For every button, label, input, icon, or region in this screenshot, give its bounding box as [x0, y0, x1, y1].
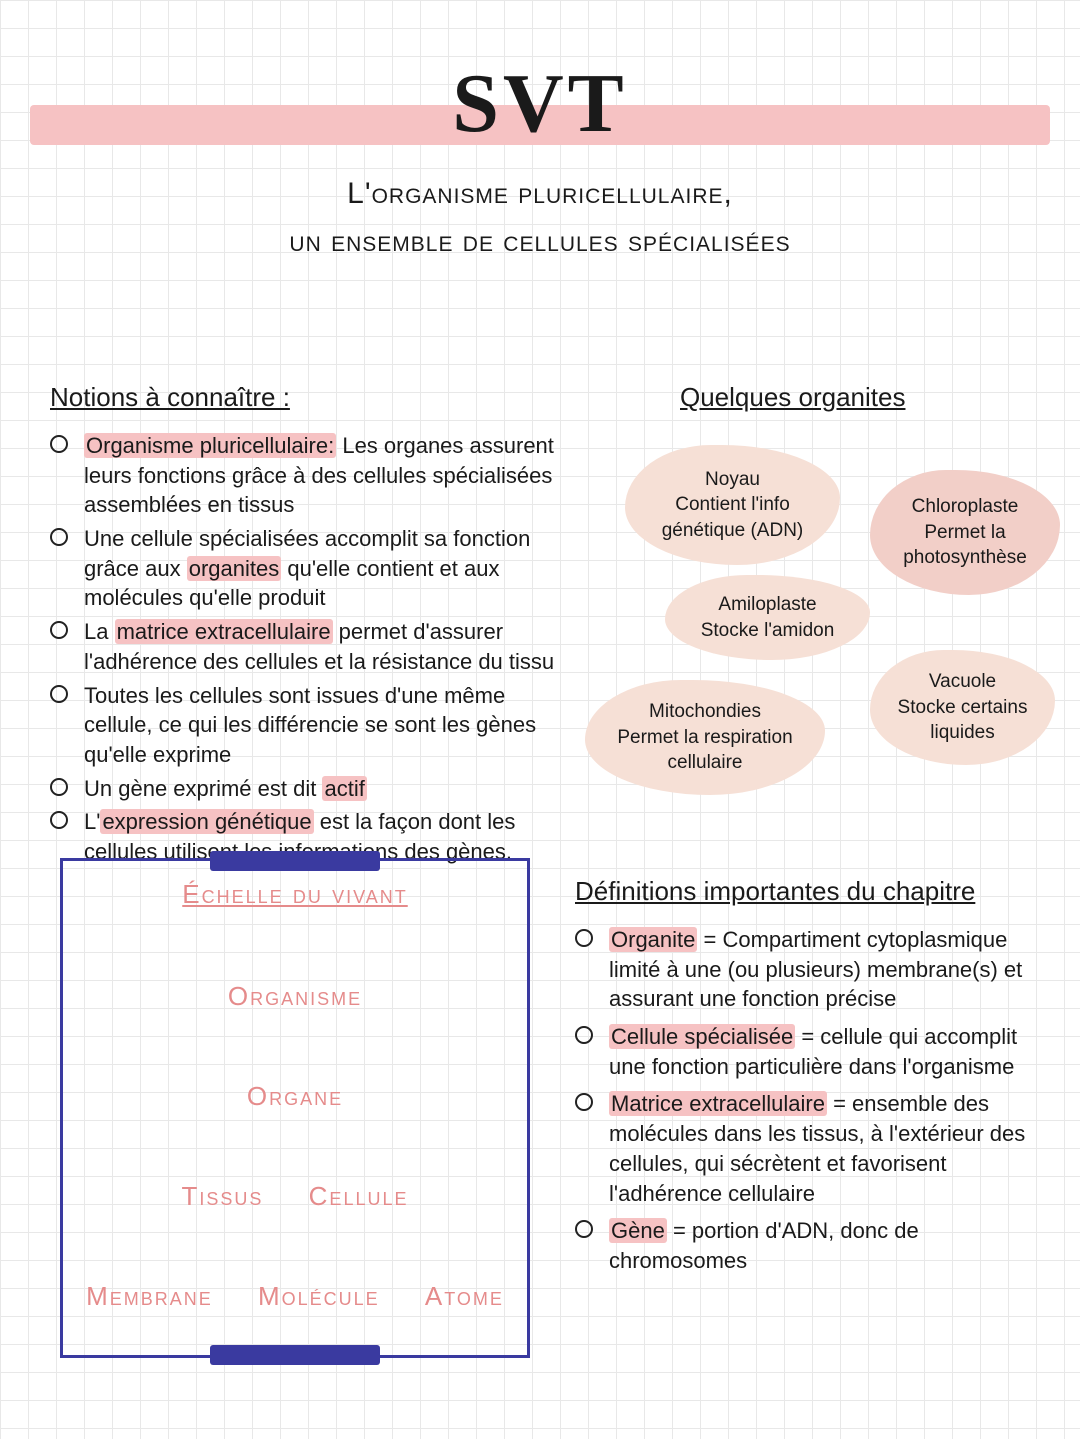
main-title: SVT [0, 55, 1080, 152]
blob-title: Chloroplaste [888, 494, 1042, 520]
scale-level-2: Organe [63, 1081, 527, 1112]
blob-desc: Permet la respiration cellulaire [603, 725, 807, 776]
blob-desc: Contient l'info génétique (ADN) [643, 492, 822, 543]
organite-blob-amiloplaste: Amiloplaste Stocke l'amidon [665, 575, 870, 660]
notions-heading: Notions à connaître : [50, 382, 570, 413]
bullet-icon [50, 435, 68, 453]
definition-item: Cellule spécialisée = cellule qui accomp… [575, 1022, 1055, 1081]
organites-heading: Quelques organites [680, 382, 905, 413]
definition-item: Gène = portion d'ADN, donc de chromosome… [575, 1216, 1055, 1275]
scale-term: Molécule [258, 1281, 380, 1312]
notions-item: Une cellule spécialisées accomplit sa fo… [50, 524, 570, 613]
bullet-icon [50, 528, 68, 546]
organite-blob-noyau: Noyau Contient l'info génétique (ADN) [625, 445, 840, 565]
notions-text: La [84, 619, 115, 644]
bullet-icon [575, 1220, 593, 1238]
highlighted-term: Cellule spécialisée [609, 1024, 795, 1049]
notions-item: Toutes les cellules sont issues d'une mê… [50, 681, 570, 770]
scale-title: Échelle du vivant [63, 879, 527, 910]
bullet-icon [50, 685, 68, 703]
subtitle: L'organisme pluricellulaire, un ensemble… [0, 170, 1080, 266]
scale-term: Organisme [228, 981, 362, 1012]
notions-text: L' [84, 809, 100, 834]
highlighted-term: Matrice extracellulaire [609, 1091, 827, 1116]
scale-term: Organe [247, 1081, 343, 1112]
highlighted-term: actif [322, 776, 366, 801]
blob-title: Vacuole [888, 669, 1037, 695]
notions-list: Organisme pluricellulaire: Les organes a… [50, 431, 570, 867]
highlighted-term: expression génétique [100, 809, 313, 834]
definitions-list: Organite = Compartiment cytoplasmique li… [575, 925, 1055, 1276]
bullet-icon [50, 811, 68, 829]
definitions-section: Définitions importantes du chapitre Orga… [575, 876, 1055, 1284]
subtitle-line-1: L'organisme pluricellulaire, [0, 170, 1080, 218]
highlighted-term: Organite [609, 927, 697, 952]
frame-clip-top [210, 851, 380, 871]
scale-term: Tissus [182, 1181, 264, 1212]
subtitle-line-2: un ensemble de cellules spécialisées [0, 218, 1080, 266]
bullet-icon [50, 621, 68, 639]
bullet-icon [50, 778, 68, 796]
blob-title: Mitochondies [603, 699, 807, 725]
frame-clip-bottom [210, 1345, 380, 1365]
scale-level-3: Tissus Cellule [63, 1181, 527, 1212]
blob-title: Noyau [643, 467, 822, 493]
notions-item: La matrice extracellulaire permet d'assu… [50, 617, 570, 676]
highlighted-term: Organisme pluricellulaire: [84, 433, 336, 458]
scale-level-4: Membrane Molécule Atome [63, 1281, 527, 1312]
blob-desc: Stocke l'amidon [701, 618, 835, 644]
organite-blob-mitochondies: Mitochondies Permet la respiration cellu… [585, 680, 825, 795]
highlighted-term: Gène [609, 1218, 667, 1243]
notions-item: Un gène exprimé est dit actif [50, 774, 570, 804]
blob-desc: Permet la photosynthèse [888, 520, 1042, 571]
scale-level-1: Organisme [63, 981, 527, 1012]
scale-frame: Échelle du vivant Organisme Organe Tissu… [60, 858, 530, 1358]
blob-title: Amiloplaste [701, 592, 835, 618]
blob-desc: Stocke certains liquides [888, 695, 1037, 746]
notions-section: Notions à connaître : Organisme pluricel… [50, 382, 570, 871]
bullet-icon [575, 929, 593, 947]
bullet-icon [575, 1093, 593, 1111]
scale-term: Cellule [309, 1181, 409, 1212]
organite-blob-vacuole: Vacuole Stocke certains liquides [870, 650, 1055, 765]
bullet-icon [575, 1026, 593, 1044]
definition-item: Matrice extracellulaire = ensemble des m… [575, 1089, 1055, 1208]
scale-term: Atome [425, 1281, 504, 1312]
notions-item: Organisme pluricellulaire: Les organes a… [50, 431, 570, 520]
highlighted-term: matrice extracellulaire [115, 619, 333, 644]
definition-item: Organite = Compartiment cytoplasmique li… [575, 925, 1055, 1014]
scale-term: Membrane [86, 1281, 213, 1312]
highlighted-term: organites [187, 556, 282, 581]
notions-text: Toutes les cellules sont issues d'une mê… [84, 683, 536, 767]
notions-text: Un gène exprimé est dit [84, 776, 322, 801]
definitions-heading: Définitions importantes du chapitre [575, 876, 1055, 907]
organite-blob-chloroplaste: Chloroplaste Permet la photosynthèse [870, 470, 1060, 595]
